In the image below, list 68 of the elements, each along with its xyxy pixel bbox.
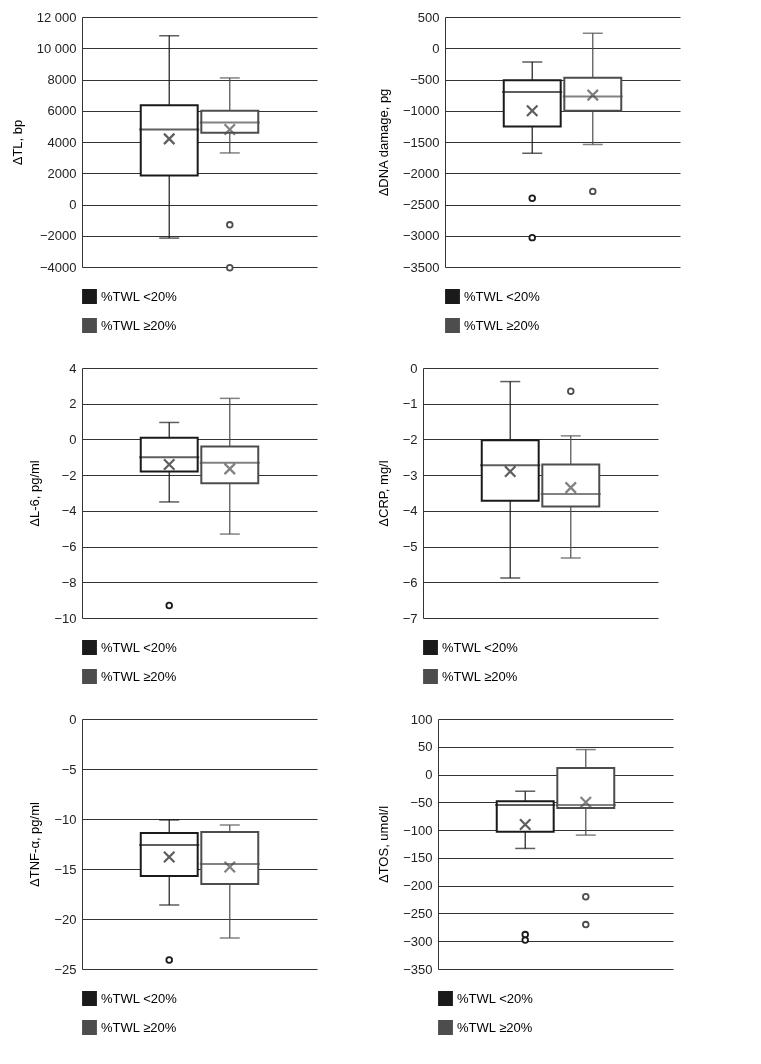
y-tick-label: −100	[403, 822, 433, 838]
legend-label: %TWL <20%	[101, 990, 178, 1006]
y-tick-label: 10 000	[36, 40, 77, 56]
y-tick-label: −5	[402, 539, 418, 555]
y-tick-label: −10	[54, 811, 77, 827]
y-tick-label: −200	[403, 878, 433, 894]
y-axis-title: ΔTOS, umol/l	[376, 805, 392, 884]
y-axis-title: ΔCRP, mg/l	[375, 460, 391, 527]
y-tick-label: −15	[54, 861, 77, 877]
y-tick-label: −50	[410, 794, 433, 810]
y-tick-label: 0	[432, 40, 440, 56]
legend-label: %TWL <20%	[101, 288, 178, 304]
legend-label: %TWL ≥20%	[101, 668, 177, 684]
y-tick-label: −1500	[402, 134, 440, 150]
legend-label: %TWL <20%	[457, 990, 534, 1006]
y-tick-label: −250	[403, 905, 433, 921]
y-tick-label: −2	[61, 467, 77, 483]
y-tick-label: −3000	[402, 228, 440, 244]
legend-label: %TWL ≥20%	[457, 1019, 533, 1035]
y-tick-label: −7	[402, 610, 418, 626]
y-tick-label: 0	[425, 767, 433, 783]
legend-label: %TWL ≥20%	[464, 317, 540, 333]
y-tick-label: −500	[410, 72, 440, 87]
y-axis-title: ΔDNA damage, pg	[375, 88, 391, 197]
y-tick-label: 4000	[47, 134, 77, 150]
y-tick-label: −300	[403, 933, 433, 949]
legend-label: %TWL <20%	[464, 288, 541, 304]
y-tick-label: −6	[61, 539, 77, 555]
y-tick-label: 0	[69, 197, 77, 212]
y-tick-label: −6	[402, 574, 418, 590]
y-tick-label: −1000	[402, 103, 440, 119]
y-tick-label: −2500	[402, 197, 440, 212]
y-tick-label: −2000	[39, 228, 77, 244]
y-tick-label: −5	[61, 761, 77, 777]
y-tick-label: 4	[69, 360, 77, 376]
legend-label: %TWL <20%	[442, 639, 519, 655]
y-tick-label: 2	[69, 396, 77, 412]
legend-label: %TWL ≥20%	[101, 317, 177, 333]
legend-label: %TWL ≥20%	[442, 668, 518, 684]
legend-label: %TWL <20%	[101, 639, 178, 655]
y-tick-label: 8000	[47, 72, 77, 87]
y-tick-label: 0	[69, 711, 77, 727]
y-axis-title: ΔTL, bp	[9, 119, 25, 166]
y-axis-title: ΔTNF-α, pg/ml	[27, 801, 43, 887]
y-tick-label: −10	[54, 610, 77, 626]
y-tick-label: 500	[417, 9, 440, 25]
y-tick-label: −4	[402, 503, 418, 519]
y-tick-label: −4	[61, 503, 77, 519]
y-tick-label: 12 000	[36, 9, 77, 25]
y-tick-label: −3	[402, 467, 418, 483]
y-tick-label: −20	[54, 911, 77, 927]
y-tick-label: −350	[403, 961, 433, 977]
y-tick-label: −4000	[39, 259, 77, 275]
y-tick-label: 0	[69, 431, 77, 447]
y-tick-label: −25	[54, 961, 77, 977]
y-tick-label: −2000	[402, 165, 440, 181]
y-tick-label: 0	[410, 360, 418, 376]
y-tick-label: −150	[403, 850, 433, 866]
y-tick-label: 6000	[47, 103, 77, 119]
y-axis-title: ΔL-6, pg/ml	[27, 460, 43, 527]
legend-label: %TWL ≥20%	[101, 1019, 177, 1035]
y-tick-label: −2	[402, 431, 418, 447]
y-tick-label: −3500	[402, 259, 440, 275]
y-tick-label: 50	[418, 739, 433, 755]
y-tick-label: −1	[402, 396, 418, 412]
y-tick-label: 2000	[47, 165, 77, 181]
y-tick-label: −8	[61, 574, 77, 590]
y-tick-label: 100	[410, 711, 433, 727]
